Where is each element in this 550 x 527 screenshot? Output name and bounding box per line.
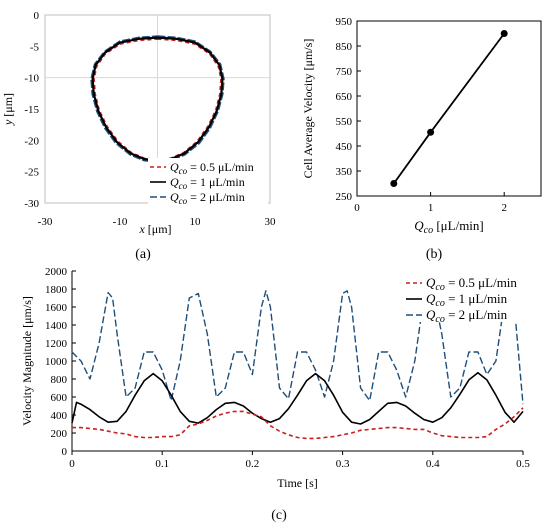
panel-b-ytick-label: 950 [336,16,353,28]
panel-c-ytick-label: 0 [62,446,68,458]
panel-a-xtick-label: -10 [113,216,128,228]
panel-a-xtick-label: -30 [38,216,53,228]
panel-b-ytick-label: 550 [336,116,353,128]
panel-c-label: (c) [271,508,287,523]
panel-c-xtick-label: 0.3 [336,458,350,470]
panel-b-chart: 250 350 450 550 650 750 850 950 0 1 2 Qco [μL/min] C… [301,16,542,236]
panel-b-ytick-label: 650 [336,91,353,103]
panel-c-xtick-label: 0.1 [155,458,169,470]
panel-c-x-axis-label: Time [s] [277,476,318,490]
panel-b-xtick-label: 2 [501,202,507,214]
panel-a-ytick-label: -10 [24,73,39,85]
legend-label-2: Qco = 1 μL/min [170,175,245,191]
panel-c-ytick-label: 1600 [45,302,68,314]
panel-c-ytick-label: 1400 [45,320,68,332]
legend-label-3: Qco = 2 μL/min [170,190,245,206]
panel-a-ytick-label: -15 [24,104,39,116]
panel-b-ytick-label: 250 [336,191,353,203]
panel-a-label: (a) [135,247,151,262]
panel-b-ytick-label: 350 [336,166,353,178]
panel-b-ytick-label: 850 [336,41,353,53]
panel-b-label: (b) [426,247,443,262]
panel-a-ytick-label: -20 [24,135,39,147]
panel-c-series-2 [71,371,524,425]
panel-a-ytick-label: -30 [24,198,39,210]
panel-b-ytick-label: 750 [336,66,353,78]
legend-label-3: Qco = 2 μL/min [426,307,508,325]
panel-a-xtick-label: 10 [190,216,202,228]
panel-b-data-point [390,180,398,187]
panel-a-ytick-label: -5 [30,41,40,53]
panel-c-xtick-label: 0.5 [516,458,530,470]
panel-a-y-axis-label: y [μm] [1,93,15,126]
panel-c-chart: 0 200 400 600 800 1000 1200 1400 1600 1800 2000 0 0.… [20,266,530,490]
panel-b-data-point [427,128,435,136]
panel-c-ytick-label: 200 [51,428,68,440]
panel-c-y-axis-label: Velocity Magnitude [μm/s] [20,296,34,426]
panel-a-chart: 0 -5 -10 -15 -20 -25 -30 -30 -10 10 30 x [μm] y [μm]… [1,10,276,236]
panel-c-ytick-label: 1000 [45,356,68,368]
panel-b-series-line [393,32,505,185]
panel-b-data-point [500,30,508,37]
legend-label-1: Qco = 0.5 μL/min [170,160,254,176]
panel-c-legend-box [400,272,528,322]
panel-c-xtick-label: 0.4 [426,458,440,470]
panel-c-ytick-label: 1200 [45,338,68,350]
panel-b-xtick-label: 1 [428,202,434,214]
legend-label-1: Qco = 0.5 μL/min [426,275,517,293]
panel-b-x-axis-label: Qco [μL/min] [414,218,484,236]
panel-a-x-axis-label: x [μm] [138,222,171,236]
panel-c-ytick-label: 600 [51,392,68,404]
panel-a-ytick-label: 0 [34,10,40,22]
panel-c-series-3 [71,290,524,405]
panel-a-xtick-label: 30 [265,216,277,228]
panel-b-ytick-label: 450 [336,141,353,153]
panel-b-y-axis-label: Cell Average Velocity [μm/s] [301,39,315,179]
panel-c-ytick-label: 800 [51,374,68,386]
panel-c-ytick-label: 400 [51,410,68,422]
panel-c-xtick-label: 0.2 [246,458,260,470]
panel-c-series-1 [72,407,524,440]
panel-c-ytick-label: 1800 [45,284,68,296]
panel-b-frame [356,20,542,197]
panel-c-xtick-label: 0 [69,458,75,470]
legend-label-2: Qco = 1 μL/min [426,291,508,309]
panel-a-ytick-label: -25 [24,167,39,179]
panel-c-ytick-label: 2000 [45,266,68,278]
panel-a-legend-box [148,158,268,204]
panel-b-xtick-label: 0 [354,202,360,214]
